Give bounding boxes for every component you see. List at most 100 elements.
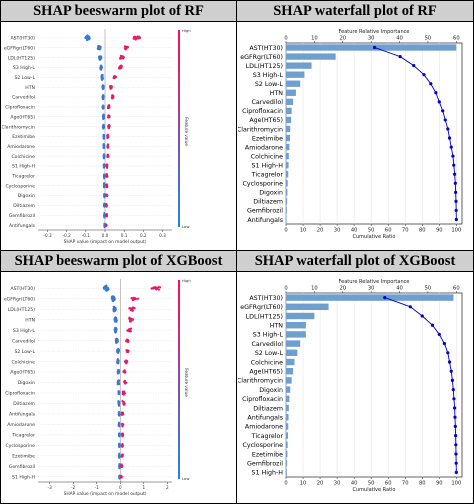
importance-bar [286,171,289,178]
shap-point [124,381,127,384]
cumulative-point [452,397,456,401]
feature-label: S3 High-L [13,65,36,71]
cumulative-point [446,127,450,131]
feature-label: Ciprofloxacin [5,105,35,111]
importance-bar [286,152,289,160]
shap-point [104,224,108,228]
top-tick-label: 60 [453,286,460,292]
feature-label: AST(HT30) [10,286,35,292]
feature-label: Cyclosporine [5,443,35,449]
category-label: AST(HT30) [249,295,283,302]
shap-point [137,37,141,40]
importance-bar [286,469,287,476]
importance-bar [286,98,294,105]
shap-point [105,173,108,176]
cumulative-point [454,470,458,474]
shap-point [103,211,106,215]
importance-bar [286,80,301,87]
feature-label: Colchicine [11,154,35,160]
shap-point [117,400,120,403]
feature-label: S3 High-L [13,328,36,334]
shap-point [103,174,106,177]
category-label: Amiodarone [245,424,283,431]
cumulative-point [453,172,457,176]
x-tick-label: -0.3 [43,233,52,238]
shap-point [131,318,134,321]
category-label: Gemfibrozil [247,208,283,215]
shap-point [117,372,120,375]
x-tick-label: -2 [71,485,76,490]
importance-bar [286,349,298,357]
category-label: Cyclosporine [242,181,283,188]
cumulative-point [453,181,457,185]
shap-point [106,134,109,137]
category-label: Digoxin [259,387,283,394]
panel-title-tl: SHAP beeswarm plot of RF [33,3,204,19]
shap-point [120,475,123,478]
feature-label: Diltiazem [13,401,35,407]
feature-label: HTN [25,85,35,91]
category-label: Antifungals [247,415,283,422]
x-tick-label: 0.0 [102,233,109,238]
cumulative-point [408,305,412,309]
cumulative-point [447,360,452,364]
shap-point [128,330,131,333]
x-tick-label: 2 [166,485,169,490]
bottom-tick-label: 80 [419,228,426,234]
importance-bar [286,404,289,412]
shap-point [102,116,105,119]
bottom-tick-label: 50 [368,228,375,234]
feature-label: Ticagrelor [11,433,35,439]
feature-label: LDL(HT125) [8,55,35,61]
category-label: Colchicine [251,153,283,160]
top-tick-label: 0 [284,36,287,42]
shap-point [101,74,104,77]
bottom-tick-label: 20 [317,228,324,234]
cumulative-point [451,154,455,158]
top-tick-label: 50 [425,36,432,42]
shap-point [102,105,105,108]
shap-point [103,215,106,218]
shap-point [125,360,128,363]
feature-label: S1 High-H [12,474,35,480]
shap-point [117,379,121,382]
importance-bar [286,367,294,375]
bottom-tick-label: 40 [351,481,358,487]
bottom-tick-label: 60 [385,228,392,234]
feature-label: Colchicine [11,359,35,365]
importance-bar [286,303,329,311]
shap-point [122,402,125,405]
category-label: Ciprofloxacin [242,108,283,115]
cumulative-point [398,54,402,59]
feature-label: S1 High-H [12,164,35,170]
importance-bar [286,162,289,169]
category-label: Digoxin [259,190,283,197]
category-label: LDL(HT125) [246,63,283,70]
bottom-tick-label: 30 [334,481,341,487]
category-label: LDL(HT125) [246,313,283,320]
category-label: Gemfibrozil [247,461,283,468]
bottom-tick-label: 30 [334,228,341,234]
importance-bar [286,377,292,384]
bottom-axis-label: Cumulative Ratio [353,487,396,493]
importance-bar [286,441,288,449]
shap-point [102,153,106,156]
cumulative-point [449,145,453,149]
shap-point [111,299,114,302]
importance-bar [286,53,336,60]
importance-bar [286,89,296,96]
feature-label: eGFRgr(LT60) [4,45,35,51]
shap-point [109,86,112,90]
panel-divider-vertical [236,0,237,504]
feature-label: Amiodarone [7,144,35,150]
category-label: Cyclosporine [242,442,283,449]
importance-bar [286,432,288,439]
importance-bar [286,331,306,338]
category-label: Diltiazem [253,199,283,206]
top-tick-label: 20 [339,36,346,42]
feature-label: S2 Low-L [14,75,35,81]
feature-label: Carvedilol [12,95,35,101]
importance-bar [286,395,290,403]
cumulative-point [454,443,458,447]
x-axis-label: SHAP value (impact on model output) [64,239,147,245]
